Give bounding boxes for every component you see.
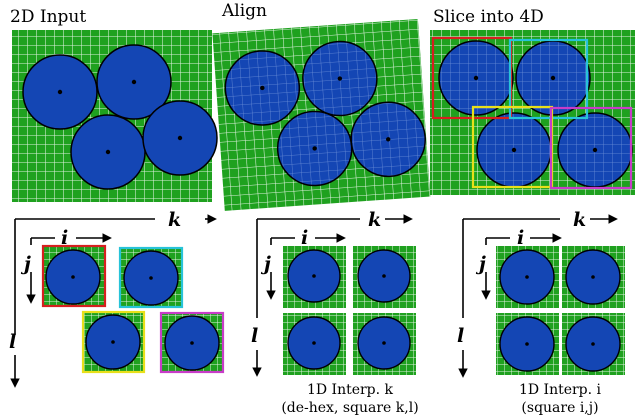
tile-center-dot: [71, 275, 75, 279]
l-axis-label: l: [251, 325, 258, 347]
l-axis-label: l: [9, 331, 16, 353]
input-center-dot: [57, 89, 63, 95]
tile-yellow: [81, 310, 146, 374]
align-center-dot: [386, 137, 391, 142]
i-axis-label: i: [61, 227, 68, 249]
i-axis-label: i: [301, 227, 308, 249]
layout-axes: [10, 214, 217, 388]
slice-centers: [473, 75, 598, 153]
input-center-dot: [177, 135, 183, 141]
slice-panel: [430, 30, 635, 195]
k-axis-label: k: [168, 209, 181, 231]
align-panel-title: Align: [221, 1, 267, 21]
tile-frame-red: [41, 244, 107, 308]
k-axis-label: k: [368, 209, 381, 231]
interp-k-tiles: [283, 246, 416, 375]
tile-center-dot: [591, 342, 595, 346]
interp-k-caption-line1: 1D Interp. k: [307, 382, 394, 398]
slice-panel-title: Slice into 4D: [433, 7, 544, 27]
i-axis-label: i: [517, 227, 524, 249]
tile-center-dot: [525, 275, 529, 279]
align-center-dot: [260, 85, 265, 91]
tile-frame-magenta: [159, 311, 225, 374]
align-centers: [260, 76, 391, 151]
tile-center-dot: [591, 275, 595, 279]
j-axis-label: j: [20, 253, 31, 275]
tile-center-dot: [525, 342, 529, 346]
input-panel-title: 2D Input: [10, 7, 86, 27]
l-axis-label: l: [457, 325, 464, 347]
tile-center-dot: [312, 341, 316, 345]
interp-k-axes: [252, 214, 413, 377]
slice-center-dot: [550, 75, 556, 81]
tile-center-dot: [312, 274, 316, 278]
tile-frame-yellow: [81, 310, 146, 374]
slice-boxes: [431, 36, 633, 190]
align-center-dot: [337, 76, 343, 81]
tile-center-dot: [111, 340, 115, 344]
interp-i-axes: [458, 214, 618, 378]
interp-i-caption-line1: 1D Interp. i: [519, 382, 602, 398]
interp-i-caption-line2: (square i,j): [521, 400, 598, 416]
input-circles: [22, 44, 218, 190]
k-axis-label: k: [573, 209, 586, 231]
interp-i-panel: k i j l 1D Interp. i (square i,j): [457, 209, 625, 416]
tile-red: [41, 244, 107, 308]
j-axis-label: j: [475, 253, 486, 275]
tile-center-dot: [190, 341, 194, 345]
slice-box-cyan: [508, 38, 589, 120]
tile-frame-cyan: [118, 246, 184, 309]
tile-center-dot: [149, 276, 153, 280]
input-centers: [57, 79, 183, 155]
input-center-dot: [131, 79, 137, 85]
layout-4d-panel: k i j l: [9, 209, 225, 388]
slice-center-dot: [473, 75, 479, 81]
tile-center-dot: [382, 274, 386, 278]
align-panel: [212, 18, 431, 211]
tile-cyan: [118, 246, 184, 309]
align-center-dot: [312, 146, 317, 151]
interp-k-panel: k i j l 1D Interp. k (de-hex, square k,l…: [251, 209, 419, 416]
slice-center-dot: [511, 147, 517, 153]
tile-center-dot: [382, 341, 386, 345]
j-axis-label: j: [260, 253, 271, 275]
tile-magenta: [159, 311, 225, 374]
input-center-dot: [105, 149, 111, 155]
slice-center-dot: [592, 147, 598, 153]
slice-box-magenta: [549, 106, 633, 190]
interp-k-caption-line2: (de-hex, square k,l): [281, 400, 418, 416]
input-panel: [12, 30, 218, 202]
interp-i-tiles: [496, 246, 625, 375]
